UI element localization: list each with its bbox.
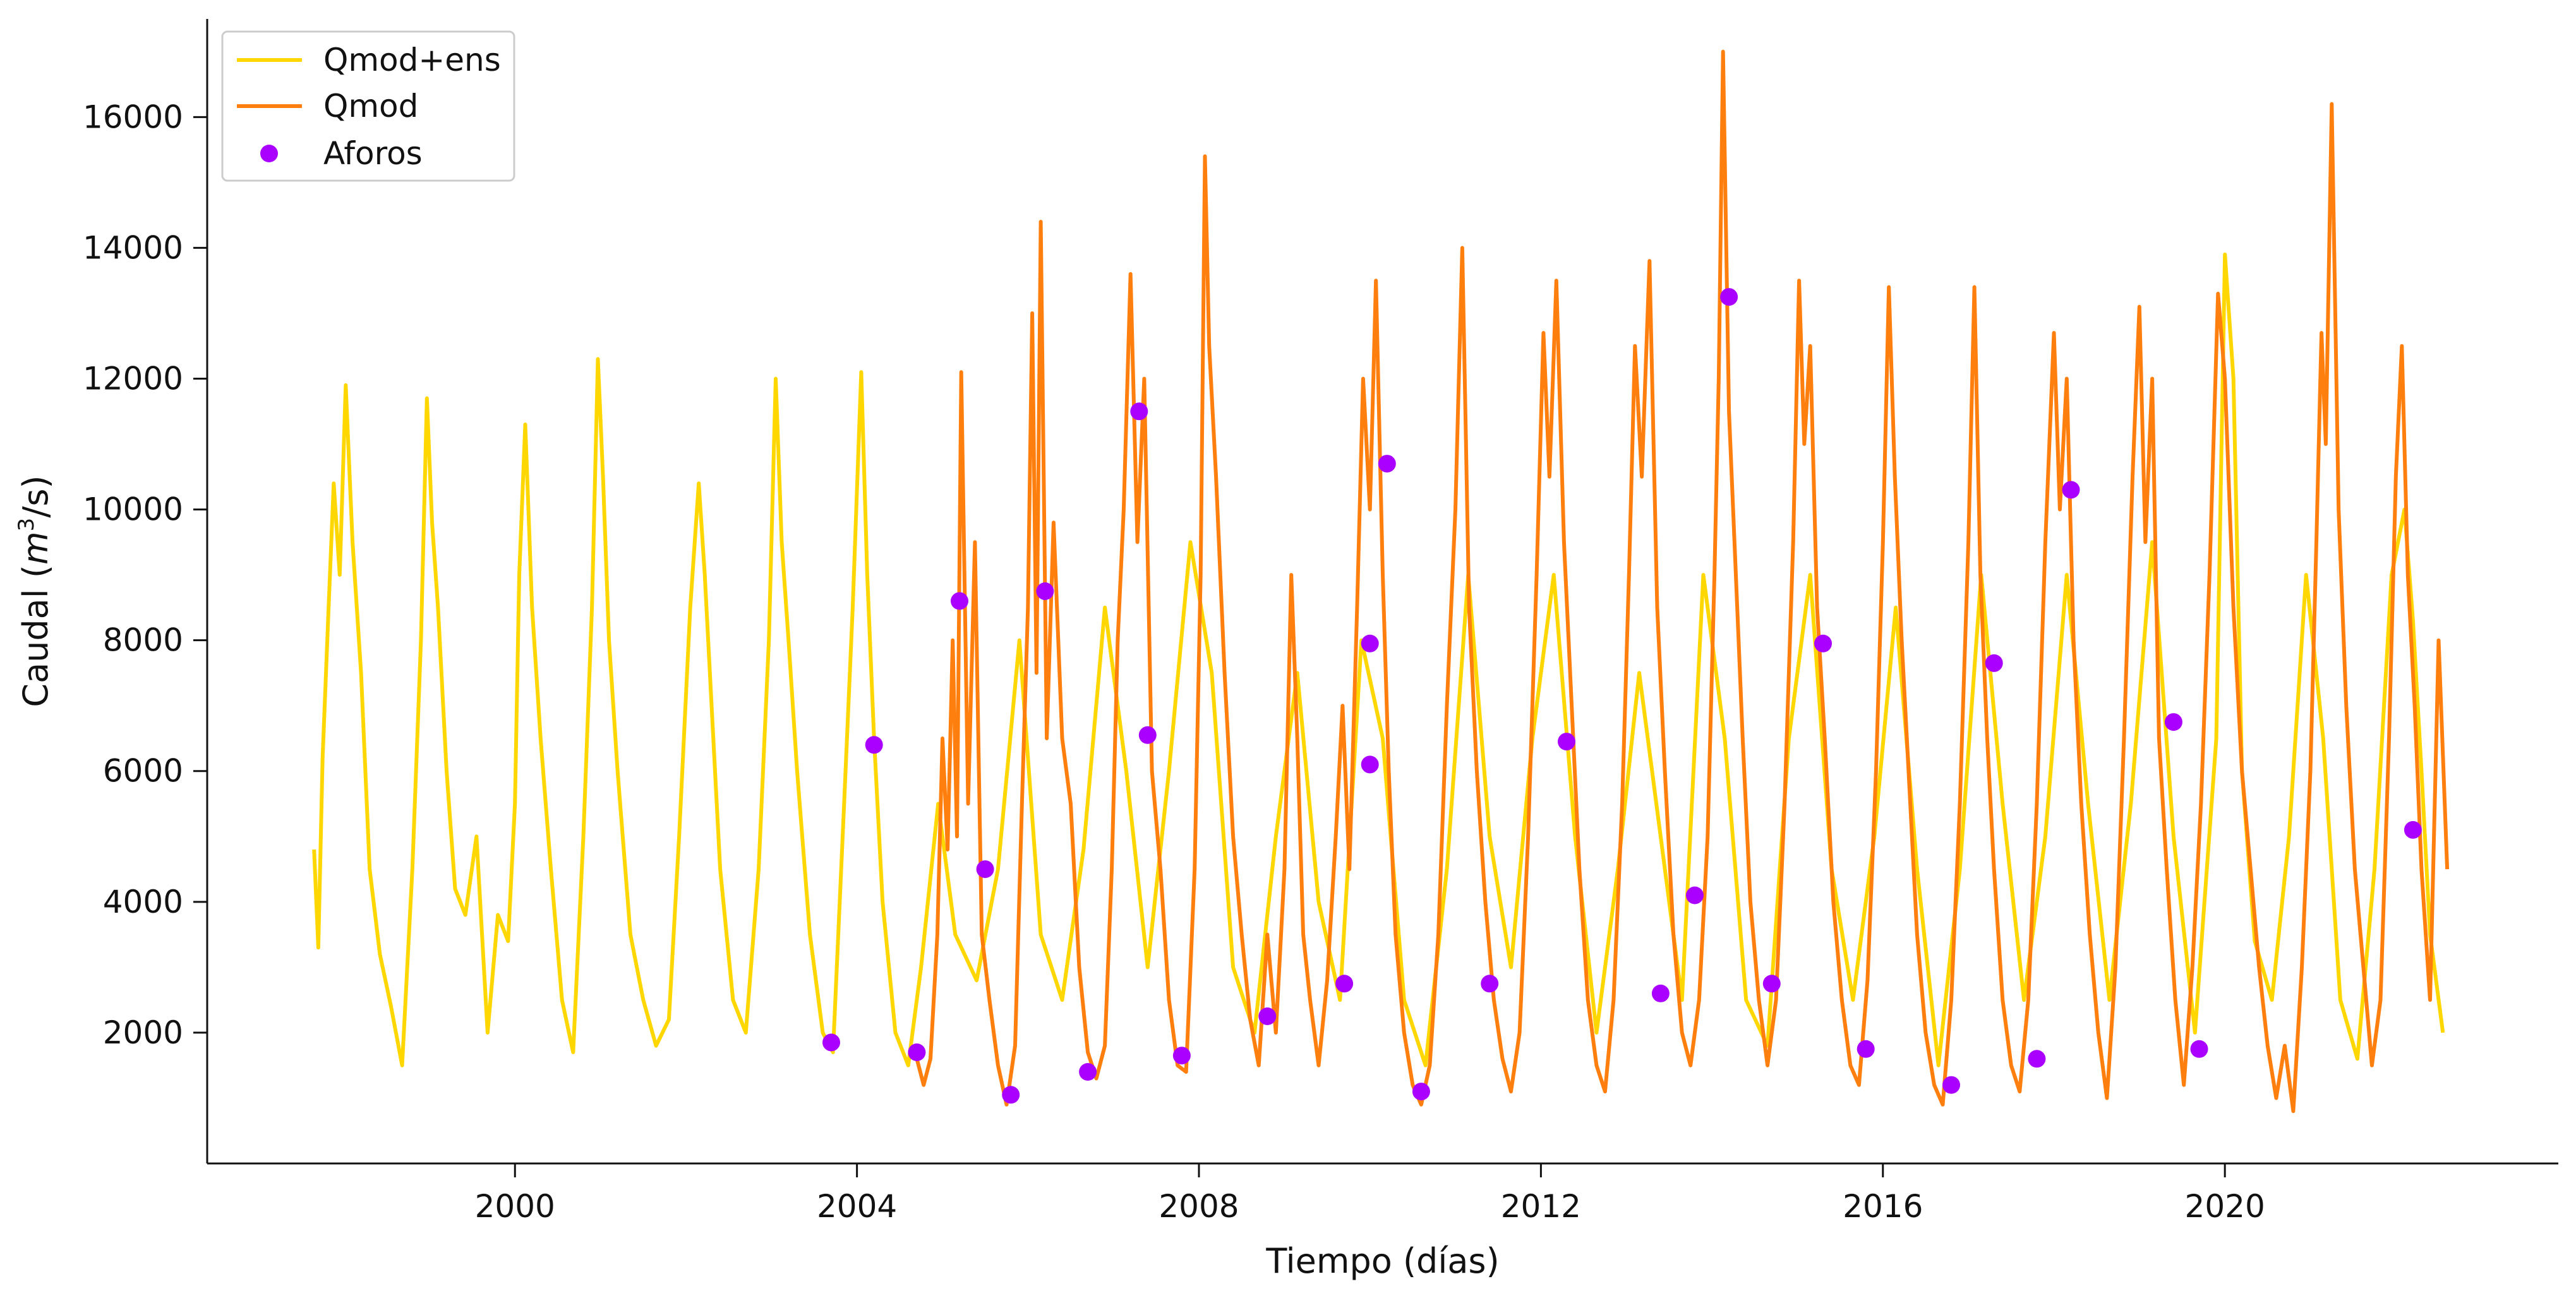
aforo-point [1335, 975, 1354, 993]
y-tick-label: 4000 [103, 884, 183, 920]
y-tick-label: 10000 [83, 491, 183, 528]
x-tick-label: 2004 [817, 1188, 897, 1225]
x-axis-label: Tiempo (días) [1265, 1241, 1499, 1281]
axes [206, 19, 2558, 1165]
aforo-point [951, 592, 968, 610]
legend: Qmod+ens Qmod Aforos [221, 30, 515, 182]
series-line-qmod-ens [312, 252, 2445, 1067]
aforo-point [1686, 886, 1704, 904]
aforo-point [2028, 1050, 2046, 1068]
series-points [822, 288, 2422, 1104]
legend-label-aforos: Aforos [323, 135, 423, 172]
aforo-point [1762, 975, 1781, 993]
legend-box [221, 30, 515, 182]
y-tick-label: 16000 [83, 99, 183, 135]
series-line-qmod [915, 49, 2450, 1114]
aforo-point [1002, 1086, 1020, 1104]
aforo-point [1558, 733, 1575, 751]
legend-swatch-aforos [260, 145, 278, 162]
aforo-point [1412, 1083, 1430, 1101]
aforo-point [2062, 481, 2080, 499]
aforo-point [1079, 1063, 1097, 1081]
x-tick-label: 2012 [1501, 1188, 1581, 1225]
aforo-point [1985, 654, 2003, 672]
x-tick-label: 2016 [1843, 1188, 1923, 1225]
aforo-point [1378, 455, 1396, 473]
y-tick-label: 14000 [83, 229, 183, 266]
aforo-point [2190, 1040, 2208, 1058]
y-tick-label: 8000 [103, 622, 183, 659]
aforo-point [2404, 820, 2422, 839]
aforo-point [1258, 1007, 1277, 1025]
aforo-point [865, 736, 883, 754]
aforo-point [1172, 1047, 1191, 1065]
aforo-point [1130, 402, 1148, 421]
aforo-point [1361, 634, 1379, 652]
aforo-point [1857, 1040, 1875, 1058]
y-ticks: 2000 4000 6000 8000 10000 12000 14000 16000 [83, 99, 207, 1051]
y-axis-label: Caudal (m3/s) [14, 475, 56, 707]
aforo-point [1720, 288, 1738, 306]
aforo-point [822, 1033, 840, 1052]
x-tick-label: 2000 [475, 1188, 555, 1225]
aforo-point [1036, 582, 1054, 600]
aforo-point [1651, 984, 1670, 1002]
aforo-point [976, 860, 994, 879]
legend-label-qmod-ens: Qmod+ens [323, 42, 501, 78]
x-tick-label: 2020 [2185, 1188, 2265, 1225]
aforo-point [1361, 755, 1379, 774]
legend-label-qmod: Qmod [323, 88, 418, 124]
y-tick-label: 12000 [83, 360, 183, 397]
y-tick-label: 6000 [103, 753, 183, 790]
aforo-point [1138, 726, 1157, 744]
y-tick-label: 2000 [103, 1014, 183, 1051]
aforo-point [1814, 634, 1832, 652]
aforo-point [908, 1043, 926, 1061]
aforo-point [1481, 975, 1499, 993]
x-ticks: 2000 2004 2008 2012 2016 2020 [475, 1163, 2265, 1225]
aforo-point [2164, 713, 2182, 731]
x-tick-label: 2008 [1159, 1188, 1239, 1225]
series-lines [312, 49, 2450, 1114]
aforo-point [1942, 1076, 1960, 1094]
